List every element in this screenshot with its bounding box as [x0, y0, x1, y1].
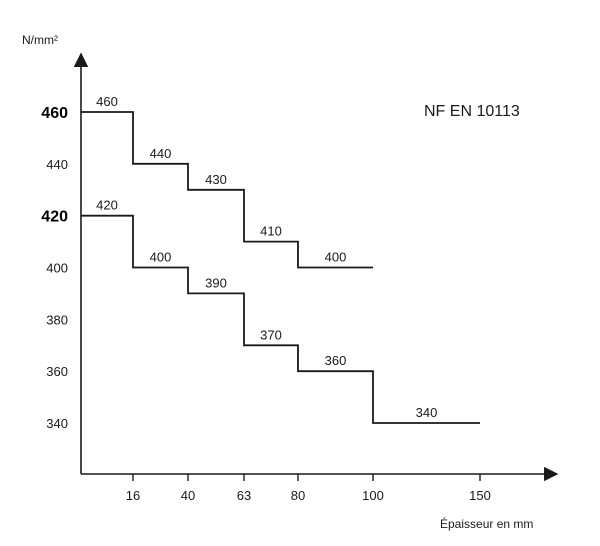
series-line-1 [81, 111, 373, 269]
data-label: 460 [96, 94, 118, 109]
y-ticks: 460 440 420 400 380 360 340 [41, 105, 68, 431]
y-tick-label: 340 [46, 416, 68, 431]
series: 460 440 430 410 400 420 400 390 370 360 340 [81, 94, 480, 424]
data-label: 390 [205, 275, 227, 290]
data-label: 340 [416, 405, 438, 420]
x-tick-label: 63 [237, 488, 251, 503]
x-tick-label: 150 [469, 488, 491, 503]
series-line-2 [81, 214, 480, 424]
y-tick-label: 360 [46, 364, 68, 379]
x-tick-label: 16 [126, 488, 140, 503]
data-label: 420 [96, 198, 118, 213]
data-label: 400 [150, 250, 172, 265]
data-label: 400 [325, 250, 347, 265]
data-label: 410 [260, 224, 282, 239]
y-tick-label: 420 [41, 209, 68, 226]
y-tick-label: 400 [46, 261, 68, 276]
y-tick-label: 440 [46, 157, 68, 172]
data-label: 430 [205, 172, 227, 187]
x-tick-label: 80 [291, 488, 305, 503]
y-axis-title: N/mm² [22, 33, 58, 47]
x-tick-label: 100 [362, 488, 384, 503]
data-label: 360 [325, 353, 347, 368]
data-label: 440 [150, 146, 172, 161]
x-ticks: 16 40 63 80 100 150 [126, 474, 491, 503]
y-tick-label: 460 [41, 105, 68, 122]
data-label: 370 [260, 327, 282, 342]
x-axis-title: Épaisseur en mm [440, 516, 533, 531]
y-tick-label: 380 [46, 312, 68, 327]
x-tick-label: 40 [181, 488, 195, 503]
chart-annotation: NF EN 10113 [424, 103, 520, 120]
